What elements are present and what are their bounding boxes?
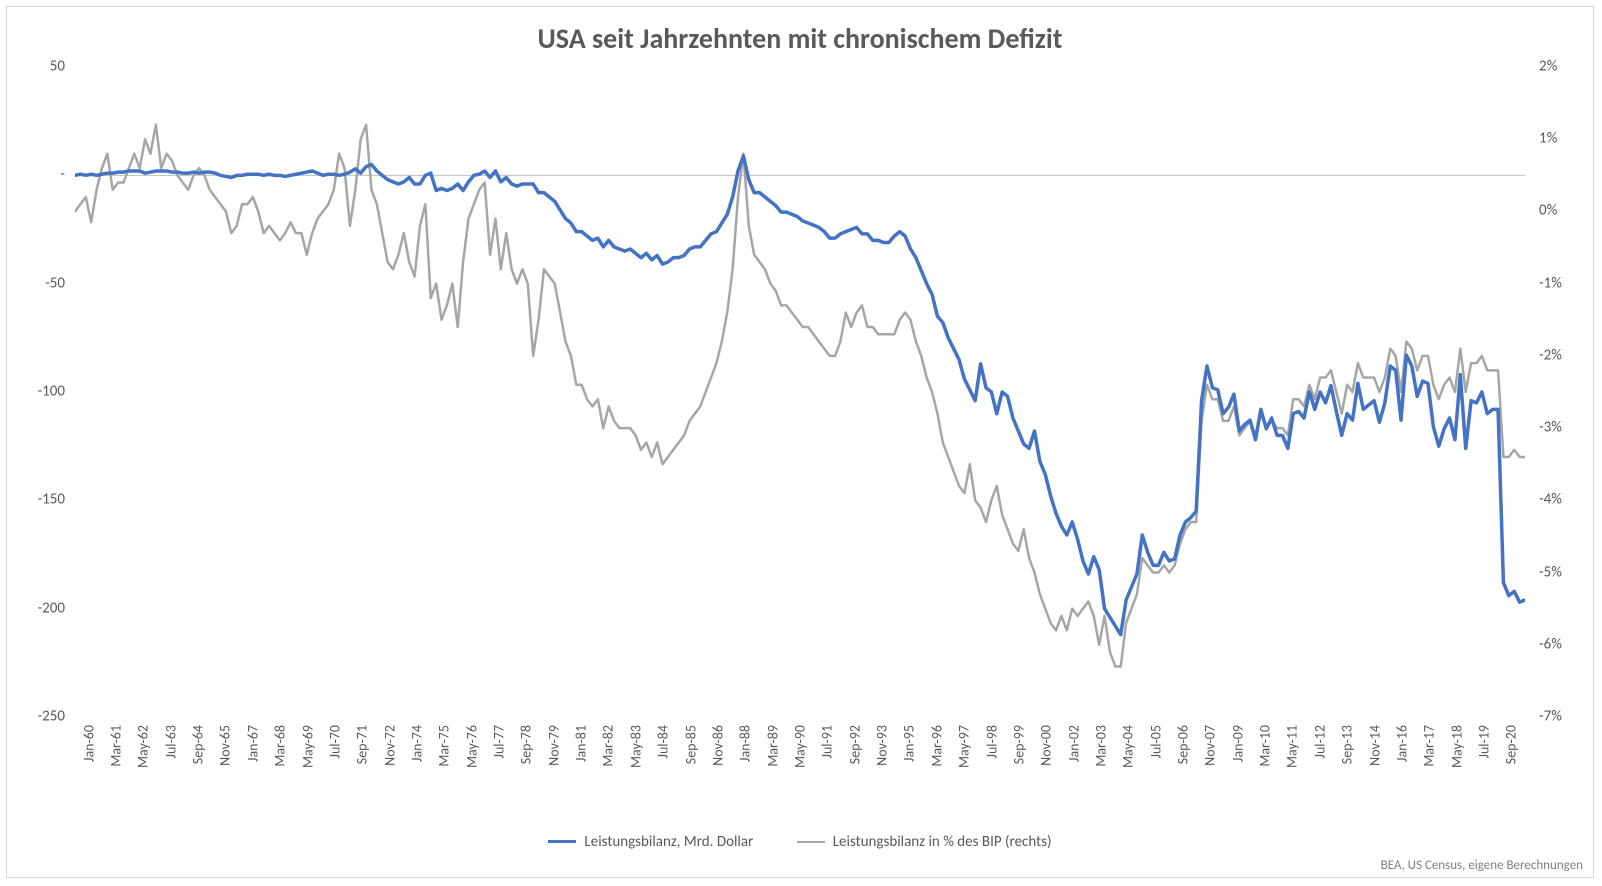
legend-label-1: Leistungsbilanz, Mrd. Dollar [584, 833, 753, 851]
y-axis-right-labels: 2%1%0%-1%-2%-3%-4%-5%-6%-7% [1531, 67, 1593, 717]
legend-label-2: Leistungsbilanz in % des BIP (rechts) [833, 833, 1052, 851]
legend: Leistungsbilanz, Mrd. Dollar Leistungsbi… [7, 830, 1593, 851]
chart-title: USA seit Jahrzehnten mit chronischem Def… [7, 21, 1593, 56]
legend-item-series2: Leistungsbilanz in % des BIP (rechts) [797, 833, 1052, 851]
legend-swatch-1 [548, 840, 576, 844]
legend-swatch-2 [797, 841, 825, 844]
y-axis-left-labels: 50--50-100-150-200-250 [7, 67, 69, 717]
legend-item-series1: Leistungsbilanz, Mrd. Dollar [548, 833, 753, 851]
source-text: BEA, US Census, eigene Berechnungen [1381, 858, 1583, 873]
x-axis-labels: Jan-60Mar-61May-62Jul-63Sep-64Nov-65Jan-… [75, 725, 1525, 835]
chart-container: USA seit Jahrzehnten mit chronischem Def… [6, 6, 1594, 878]
plot-area [75, 67, 1525, 717]
